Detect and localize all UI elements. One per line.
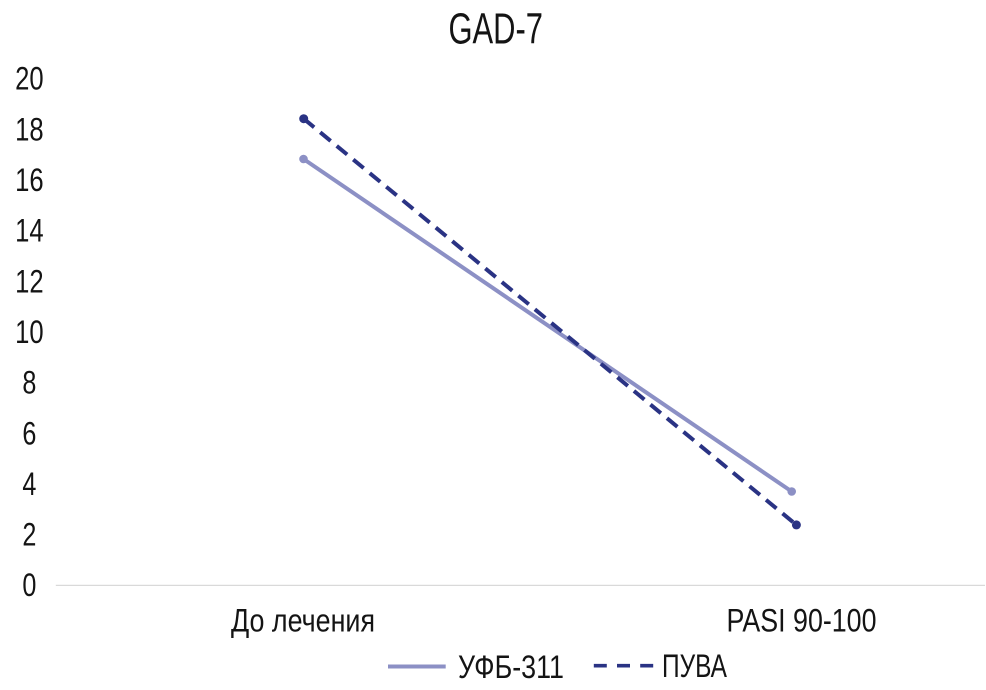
- svg-text:PASI 90-100: PASI 90-100: [727, 603, 877, 639]
- svg-text:6: 6: [22, 415, 36, 451]
- svg-text:GAD-7: GAD-7: [449, 6, 544, 54]
- svg-text:До лечения: До лечения: [231, 603, 375, 639]
- svg-text:20: 20: [15, 61, 44, 97]
- svg-text:10: 10: [15, 314, 44, 350]
- svg-text:12: 12: [15, 263, 44, 299]
- svg-text:2: 2: [22, 517, 36, 553]
- svg-text:ПУВА: ПУВА: [662, 648, 727, 684]
- svg-text:8: 8: [22, 365, 36, 401]
- svg-text:18: 18: [15, 111, 44, 147]
- svg-text:16: 16: [15, 162, 44, 198]
- svg-text:4: 4: [22, 466, 36, 502]
- svg-text:УФБ-311: УФБ-311: [458, 649, 564, 685]
- svg-text:0: 0: [22, 567, 36, 603]
- svg-text:14: 14: [15, 213, 44, 249]
